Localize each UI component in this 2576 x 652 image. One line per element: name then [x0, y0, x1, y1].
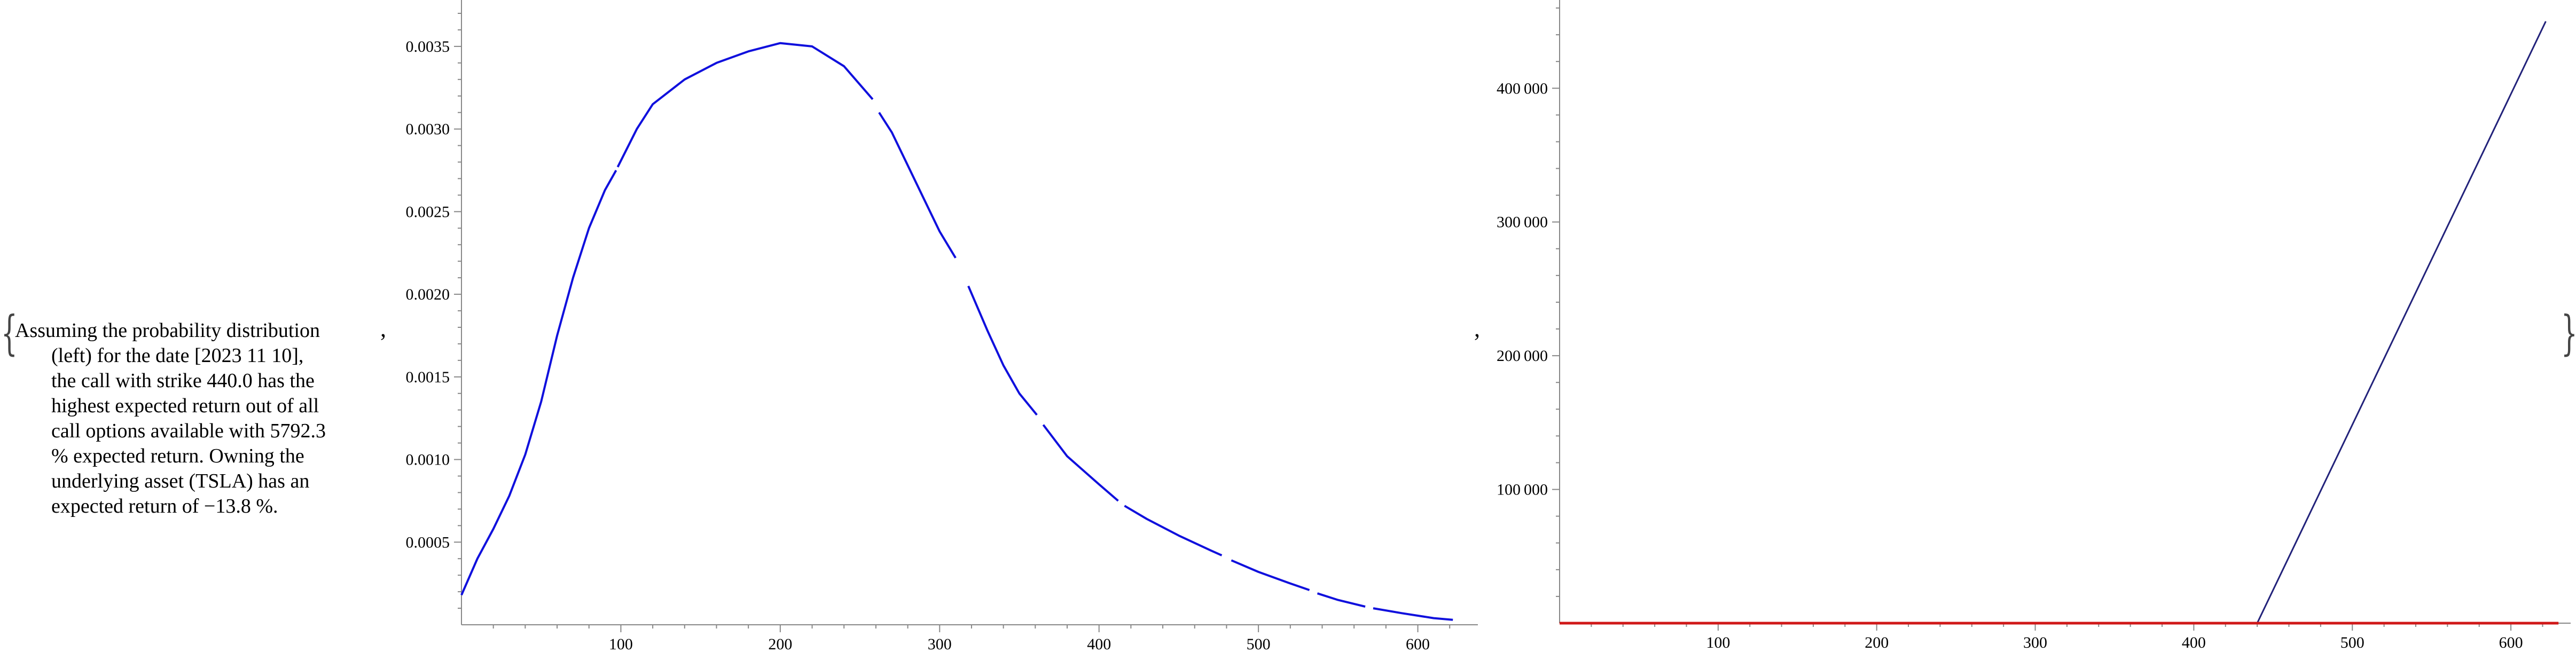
x-tick-label: 300 — [928, 635, 952, 652]
y-tick-label: 0.0015 — [406, 368, 450, 386]
density-curve-segment — [1042, 424, 1119, 502]
probability-distribution-chart: 100 200 300 400 500 600 0.0005 0.0010 0.0015 0.00… — [406, 0, 1478, 652]
x-tick-label: 200 — [768, 635, 792, 652]
density-curve-segment — [616, 42, 874, 168]
open-brace: { — [1, 305, 18, 360]
result-caption: Assuming the probability distribution (l… — [15, 318, 383, 519]
density-curve-segment — [878, 112, 957, 259]
x-tick-label: 300 — [2023, 634, 2047, 651]
caption-line: underlying asset (TSLA) has an — [51, 470, 310, 492]
caption-line: (left) for the date [2023 11 10], — [51, 344, 304, 367]
x-tick-label: 100 — [609, 635, 633, 652]
density-curve-segment — [967, 285, 1038, 416]
caption-line: Assuming the probability distribution — [15, 319, 320, 342]
y-tick-label: 0.0030 — [406, 121, 450, 138]
list-separator-comma: , — [380, 316, 386, 342]
x-tick-label: 500 — [2340, 634, 2364, 651]
payoff-line — [1560, 21, 2547, 624]
density-curve-segment — [1124, 505, 1223, 556]
call-payoff-chart: 100 200 300 400 500 600 100 000 200 000 300 000 4… — [1497, 0, 2571, 651]
x-tick-label: 400 — [2182, 634, 2206, 651]
x-tick-label: 400 — [1087, 635, 1111, 652]
density-curve-segment — [460, 170, 617, 596]
close-brace: } — [2561, 305, 2576, 360]
density-curve-segment — [1231, 559, 1310, 591]
x-tick-label: 600 — [2499, 634, 2523, 651]
y-tick-label: 400 000 — [1497, 80, 1548, 97]
y-tick-label: 0.0035 — [406, 38, 450, 56]
list-separator-comma: , — [1474, 316, 1480, 342]
x-tick-label: 100 — [1706, 634, 1730, 651]
caption-line: highest expected return out of all — [51, 395, 319, 417]
caption-line: call options available with 5792.3 — [51, 420, 326, 442]
x-tick-label: 500 — [1247, 635, 1271, 652]
caption-line: the call with strike 440.0 has the — [51, 370, 315, 392]
y-tick-label: 200 000 — [1497, 347, 1548, 365]
density-curve-segment — [1373, 607, 1453, 621]
x-tick-label: 600 — [1406, 635, 1430, 652]
x-tick-label: 200 — [1865, 634, 1889, 651]
y-tick-label: 0.0025 — [406, 203, 450, 221]
y-tick-label: 0.0005 — [406, 533, 450, 551]
y-tick-label: 0.0020 — [406, 286, 450, 303]
y-tick-label: 300 000 — [1497, 214, 1548, 231]
caption-line: % expected return. Owning the — [51, 445, 304, 467]
y-tick-label: 100 000 — [1497, 481, 1548, 499]
y-tick-label: 0.0010 — [406, 451, 450, 469]
density-curve-segment — [1317, 592, 1366, 608]
caption-line: expected return of −13.8 %. — [51, 495, 278, 517]
